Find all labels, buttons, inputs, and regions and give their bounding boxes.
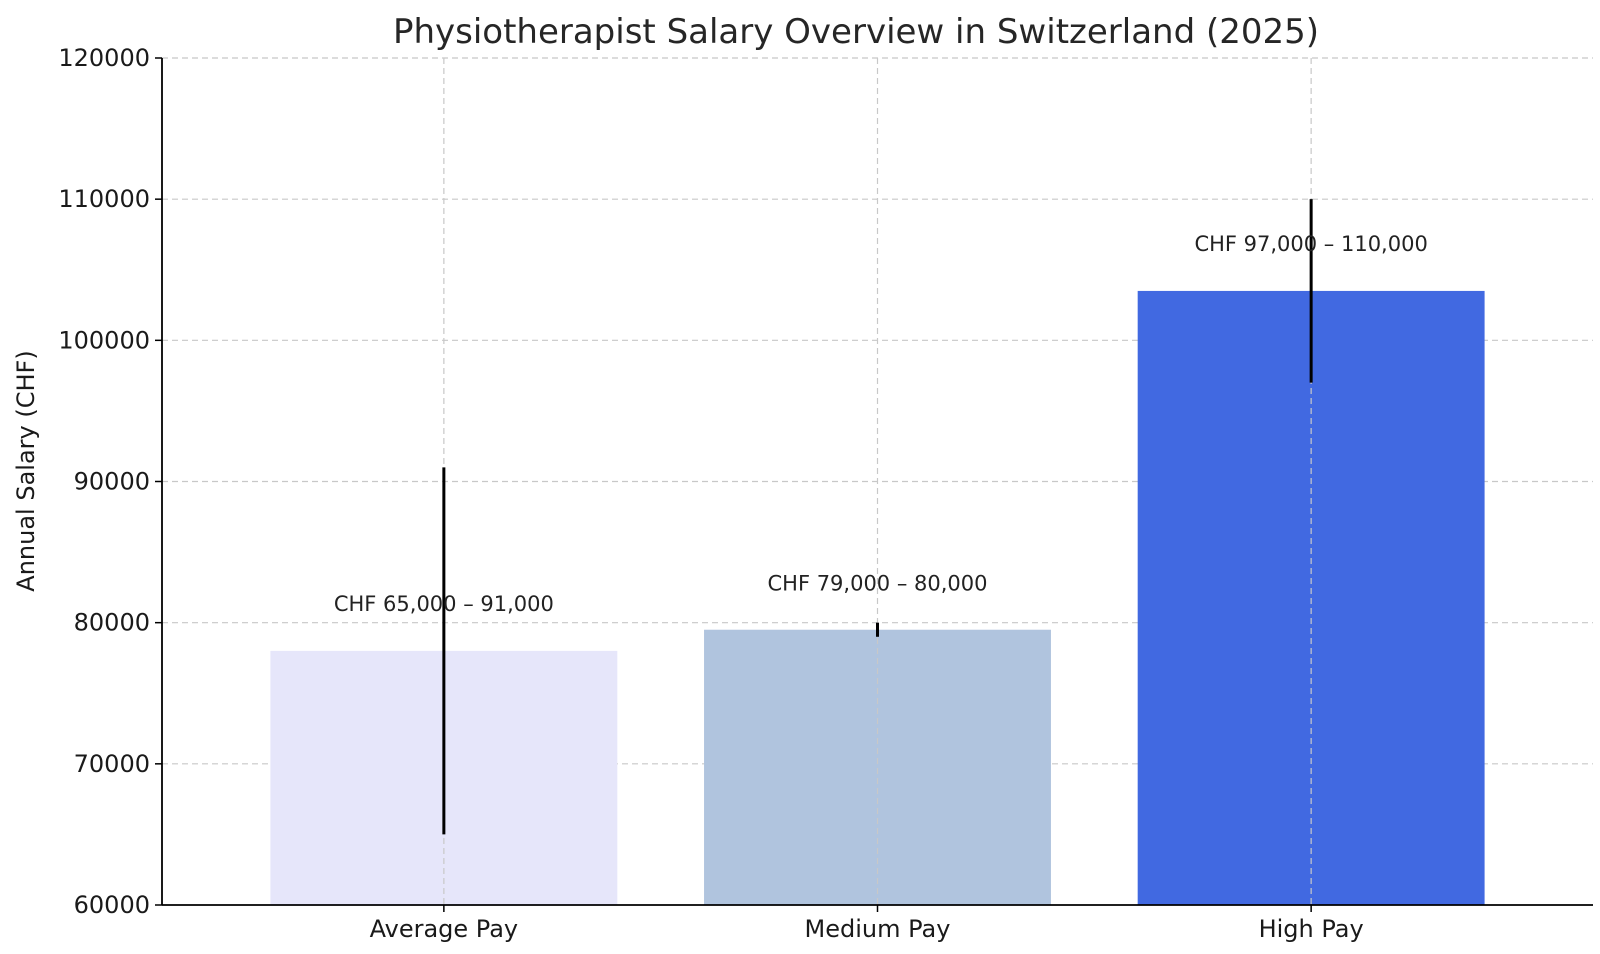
data-label: CHF 79,000 – 80,000 [767, 572, 987, 596]
y-tick-label: 70000 [74, 750, 150, 778]
chart-title: Physiotherapist Salary Overview in Switz… [393, 12, 1319, 52]
data-label: CHF 97,000 – 110,000 [1194, 232, 1427, 256]
y-tick-label: 60000 [74, 891, 150, 919]
data-label: CHF 65,000 – 91,000 [334, 592, 554, 616]
y-tick-label: 120000 [58, 44, 150, 72]
data-labels: CHF 65,000 – 91,000 CHF 79,000 – 80,000 CH… [334, 232, 1428, 616]
error-bars [442, 199, 1313, 835]
y-tick-label: 90000 [74, 468, 150, 496]
y-tick-label: 80000 [74, 609, 150, 637]
x-tick-label: High Pay [1259, 915, 1364, 943]
x-tick-label: Medium Pay [805, 915, 951, 943]
y-tick-label: 110000 [58, 185, 150, 213]
y-tick-label: 100000 [58, 326, 150, 354]
axes: 60000 70000 80000 90000 100000 110000 120000 Av… [58, 44, 1593, 943]
y-axis-label: Annual Salary (CHF) [12, 350, 40, 591]
x-tick-label: Average Pay [370, 915, 519, 943]
